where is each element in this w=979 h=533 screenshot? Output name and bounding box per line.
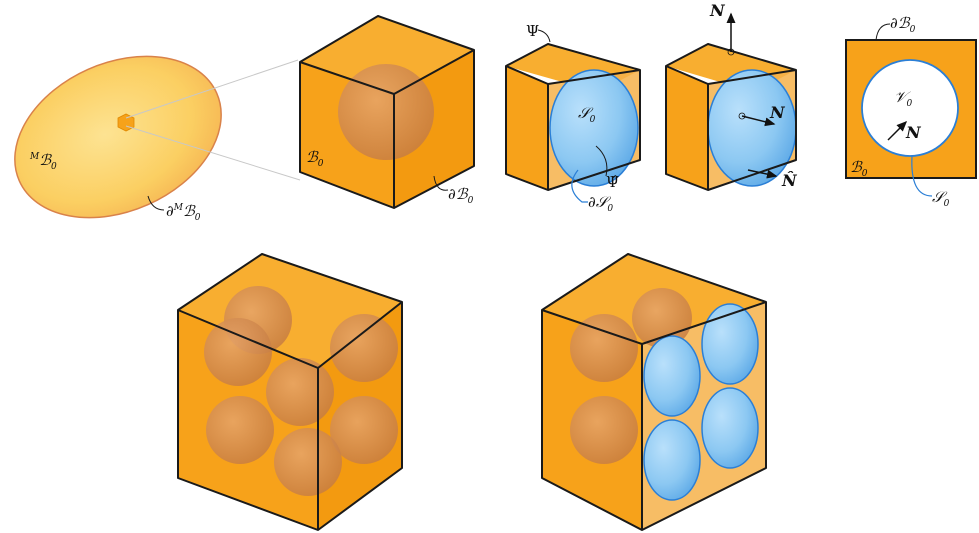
inclusion-sphere bbox=[338, 64, 434, 160]
rve-boundary-label: ∂ℬ0 bbox=[448, 185, 474, 206]
rve-boundary-leader bbox=[433, 175, 449, 191]
normal-top-label: N bbox=[709, 1, 726, 20]
zoom-connector-lines bbox=[125, 59, 301, 181]
normal-hat-label: N̂ bbox=[781, 171, 798, 190]
normal-pore-label: N bbox=[769, 103, 786, 122]
pore-hemisphere bbox=[701, 387, 759, 469]
psi-leader bbox=[537, 29, 551, 43]
rve-cube-multi-inclusion bbox=[177, 253, 403, 531]
normal-arrows bbox=[726, 12, 778, 179]
macro-body-ellipsoid bbox=[14, 55, 222, 219]
sq-body-label: ℬ0 bbox=[850, 158, 868, 179]
macro-boundary-leader bbox=[147, 195, 165, 211]
inclusion-sphere bbox=[206, 396, 274, 464]
inclusion-sphere bbox=[204, 318, 272, 386]
pore-hemisphere bbox=[643, 335, 701, 417]
pore-hemisphere bbox=[549, 69, 639, 187]
inclusion-sphere bbox=[266, 358, 334, 426]
sq-boundary-label: ∂ℬ0 bbox=[890, 14, 916, 35]
pore-boundary-leader bbox=[571, 169, 588, 203]
cut-cube-multi-pore bbox=[541, 253, 767, 531]
sq-surface-label: 𝒮0 bbox=[932, 188, 950, 209]
inclusion-sphere bbox=[330, 396, 398, 464]
pore-hemisphere bbox=[707, 69, 797, 187]
pore-boundary-label: ∂𝒮0 bbox=[588, 193, 613, 214]
psi-label: Ψ bbox=[526, 22, 539, 40]
sq-normal-label: N bbox=[905, 123, 922, 142]
inclusion-sphere bbox=[330, 314, 398, 382]
sq-normal-arrow bbox=[887, 120, 908, 141]
sq-boundary-leader bbox=[875, 23, 891, 41]
pore-hemisphere bbox=[701, 303, 759, 385]
macro-boundary-label: ∂Mℬ0 bbox=[166, 202, 201, 223]
cut-cube-psi bbox=[505, 43, 641, 191]
void-circle bbox=[861, 59, 959, 157]
psi-hat-label: Ψ̂ bbox=[606, 173, 619, 191]
square-slice bbox=[845, 39, 977, 179]
psi-hat-leader bbox=[595, 145, 608, 177]
inclusion-sphere bbox=[570, 396, 638, 464]
rve-body-label: ℬ0 bbox=[306, 148, 324, 169]
rve-cube-single-inclusion bbox=[299, 15, 475, 209]
inclusion-sphere bbox=[570, 314, 638, 382]
sq-surface-leader bbox=[911, 155, 933, 197]
pore-hemisphere bbox=[643, 419, 701, 501]
cut-cube-normals bbox=[665, 43, 797, 191]
inclusion-sphere bbox=[274, 428, 342, 496]
macro-body-label: Mℬ0 bbox=[29, 151, 57, 172]
